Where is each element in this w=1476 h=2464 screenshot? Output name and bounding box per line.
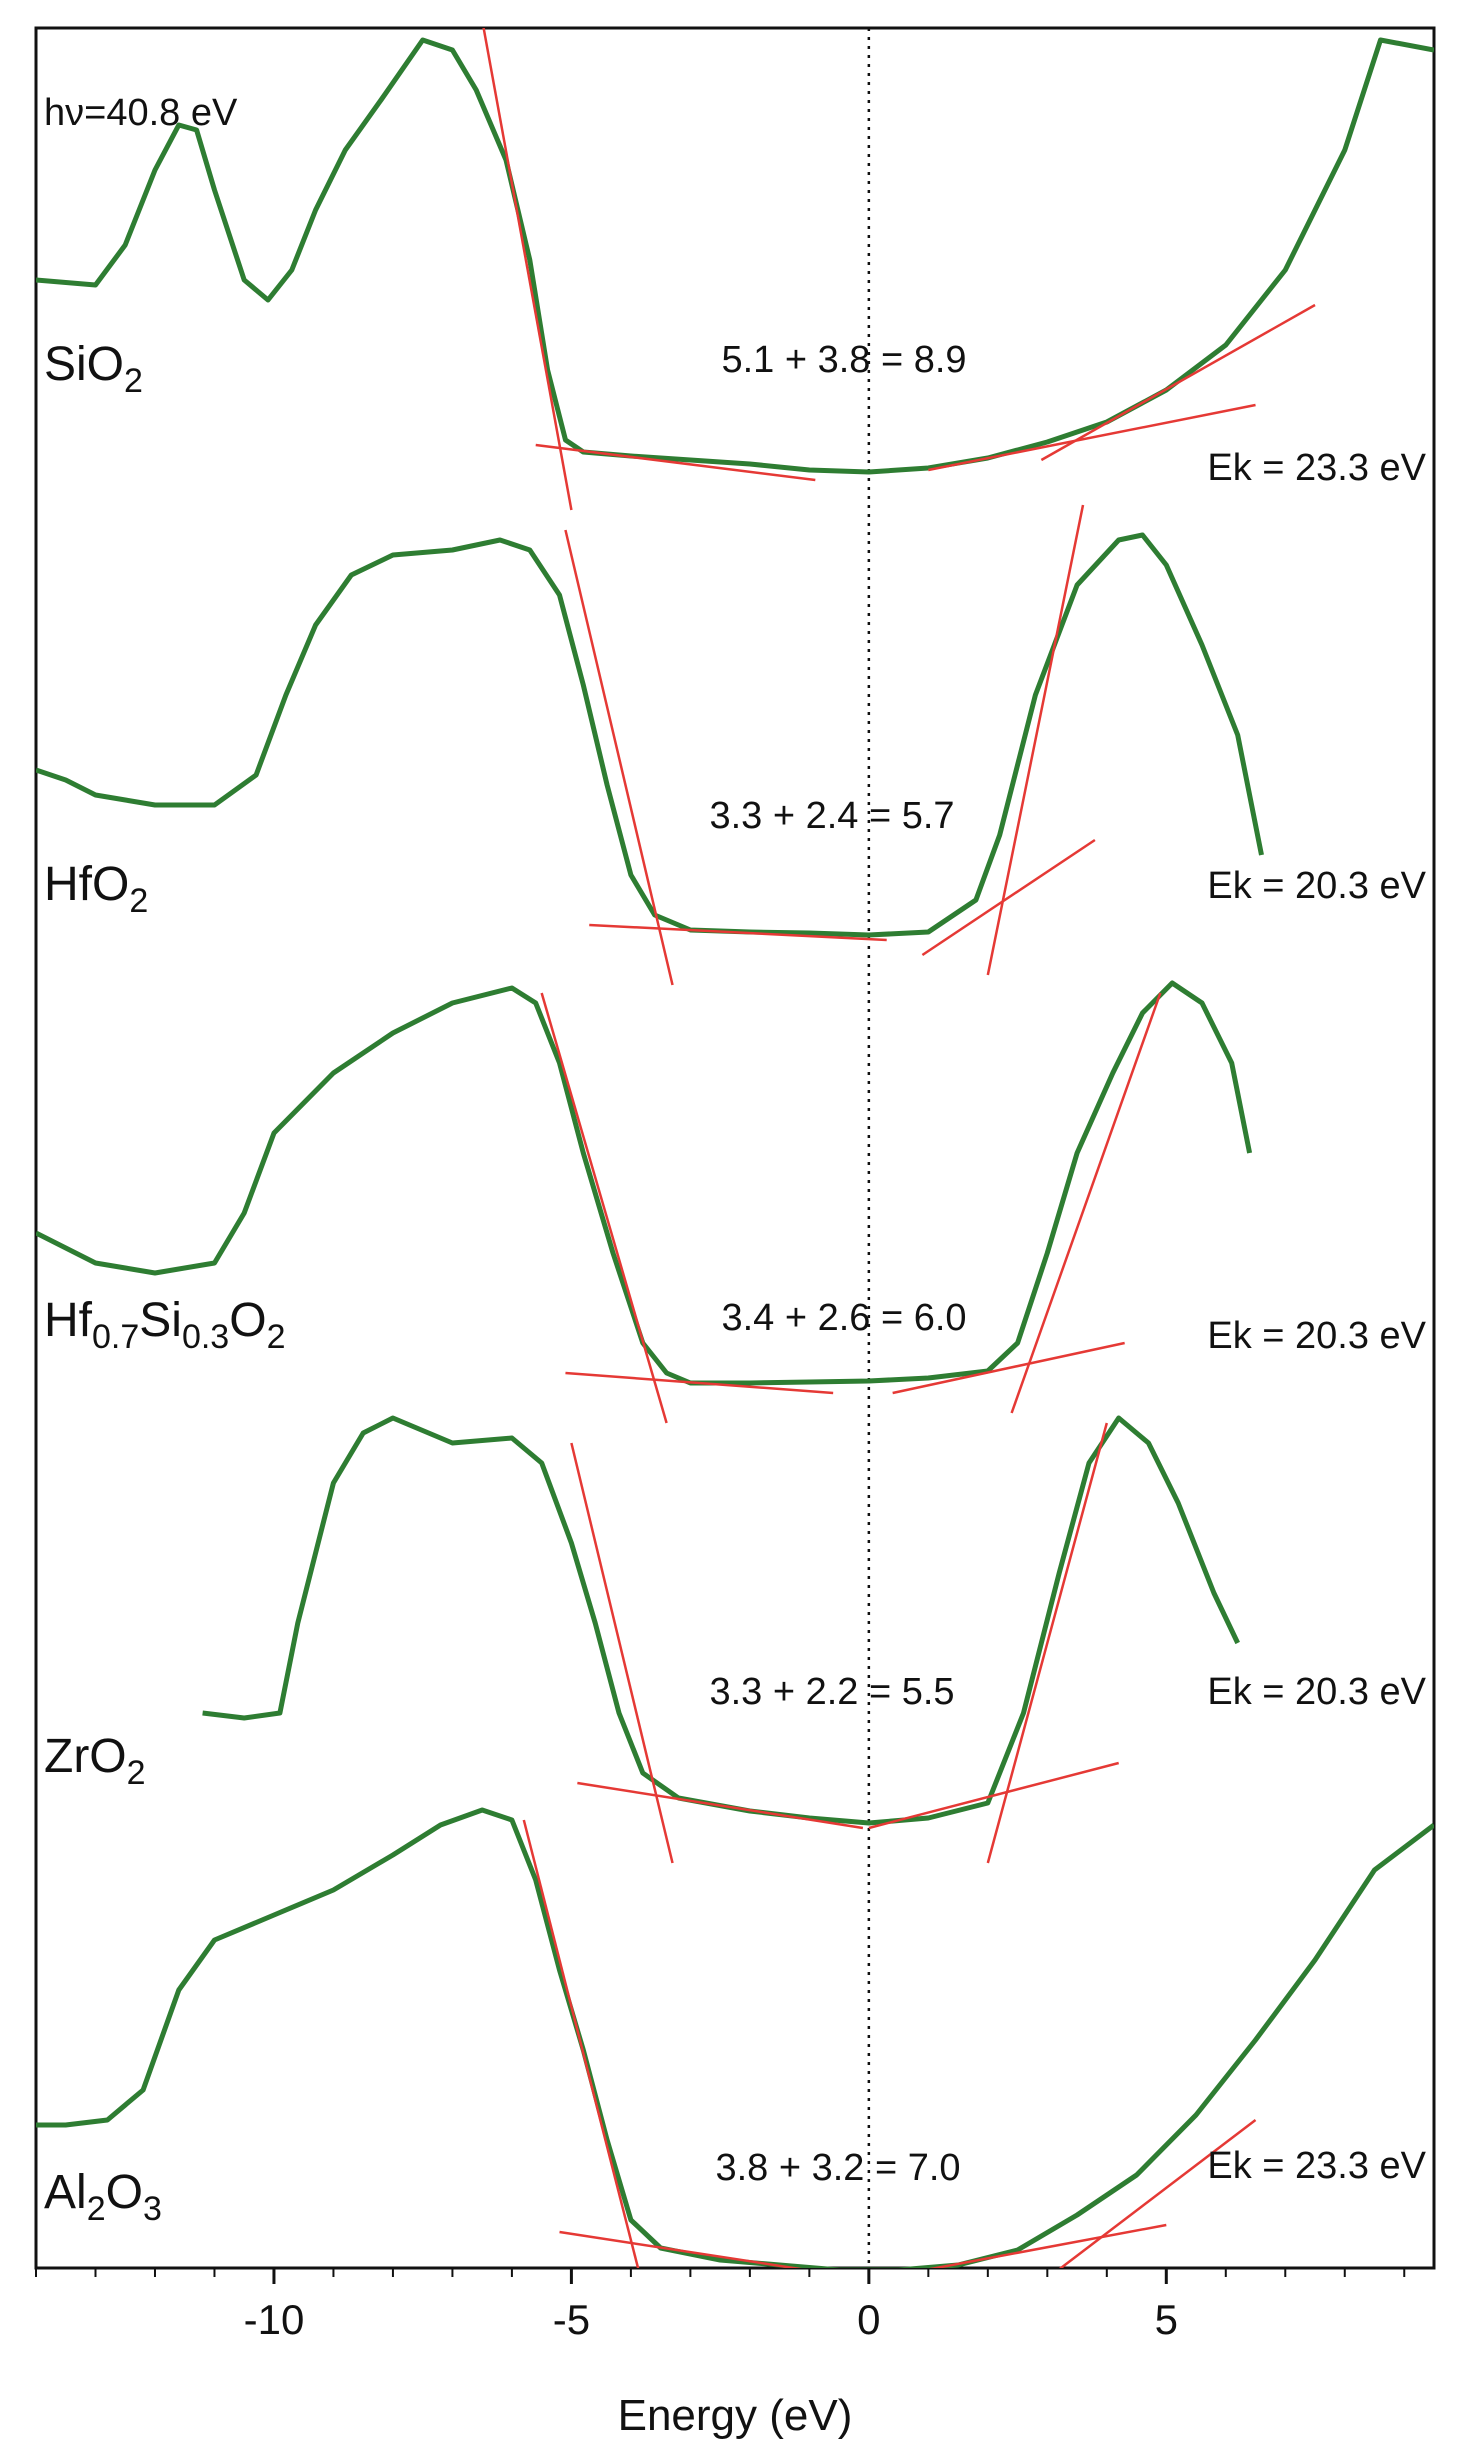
fit-line-hf0-7si0-3o2-3 — [1010, 992, 1162, 1414]
x-tick-label: -10 — [244, 2296, 305, 2343]
material-label-hfsio: Hf0.7Si0.3O2 — [44, 1294, 285, 1356]
gap-label-sio2: 5.1 + 3.8 = 8.9 — [721, 339, 966, 381]
x-tick-label: -5 — [553, 2296, 590, 2343]
fit-line-al2o3-4 — [1058, 2119, 1257, 2268]
fit-line-sio2-1 — [482, 28, 573, 511]
material-label-sio2: SiO2 — [44, 338, 143, 400]
series-labels: hν=40.8 eV SiO2 5.1 + 3.8 = 8.9 Ek = 23.… — [44, 92, 1427, 2228]
fit-line-al2o3-3 — [929, 2223, 1167, 2268]
material-label-hfo2: HfO2 — [44, 858, 148, 920]
fit-line-hfo2-3 — [986, 504, 1085, 976]
series-curve-sio2 — [36, 37, 1434, 475]
gap-label-hfsio: 3.4 + 2.6 = 6.0 — [721, 1297, 966, 1339]
series-curve-hfo2 — [36, 532, 1264, 938]
fit-line-hf0-7si0-3o2-1 — [540, 992, 668, 1424]
series-layer — [36, 28, 1434, 2268]
fit-line-al2o3-1 — [522, 1819, 640, 2268]
fit-line-zro2-1 — [570, 1442, 674, 1864]
fit-line-hfo2-2 — [589, 923, 887, 942]
material-label-zro2: ZrO2 — [44, 1730, 146, 1792]
fit-line-sio2-3 — [928, 403, 1256, 472]
series-curve-zro2 — [202, 1415, 1240, 1826]
photon-energy-label: hν=40.8 eV — [44, 92, 238, 134]
series-curve-al2o3 — [36, 1807, 1434, 2268]
fit-line-sio2-2 — [535, 443, 816, 482]
material-label-al2o3: Al2O3 — [44, 2166, 162, 2228]
fit-line-hf0-7si0-3o2-4 — [892, 1341, 1125, 1395]
fit-line-hfo2-4 — [921, 838, 1096, 957]
x-tick-label: 5 — [1155, 2296, 1178, 2343]
fit-line-zro2-2 — [577, 1781, 864, 1830]
fit-line-zro2-3 — [986, 1422, 1109, 1864]
series-curve-hf0-7si0-3o2 — [36, 980, 1253, 1386]
fit-line-al2o3-2 — [559, 2230, 802, 2268]
gap-label-al2o3: 3.8 + 3.2 = 7.0 — [715, 2147, 960, 2189]
fit-line-hfo2-1 — [564, 529, 674, 986]
ek-label-hfo2: Ek = 20.3 eV — [1207, 865, 1426, 907]
gap-label-hfo2: 3.3 + 2.4 = 5.7 — [709, 795, 954, 837]
gap-label-zro2: 3.3 + 2.2 = 5.5 — [709, 1671, 954, 1713]
x-tick-label: 0 — [857, 2296, 880, 2343]
fit-line-sio2-4 — [1040, 303, 1316, 462]
ek-label-sio2: Ek = 23.3 eV — [1207, 447, 1426, 489]
ek-label-al2o3: Ek = 23.3 eV — [1207, 2145, 1426, 2187]
fit-line-hf0-7si0-3o2-2 — [565, 1371, 834, 1395]
ek-label-zro2: Ek = 20.3 eV — [1207, 1671, 1426, 1713]
plot-frame — [34, 26, 1436, 2270]
x-axis-label: Energy (eV) — [618, 2391, 853, 2440]
x-axis-ticks: -10 -5 0 5 — [35, 2268, 1406, 2343]
ek-label-hfsio: Ek = 20.3 eV — [1207, 1315, 1426, 1357]
fit-line-zro2-4 — [868, 1761, 1120, 1830]
